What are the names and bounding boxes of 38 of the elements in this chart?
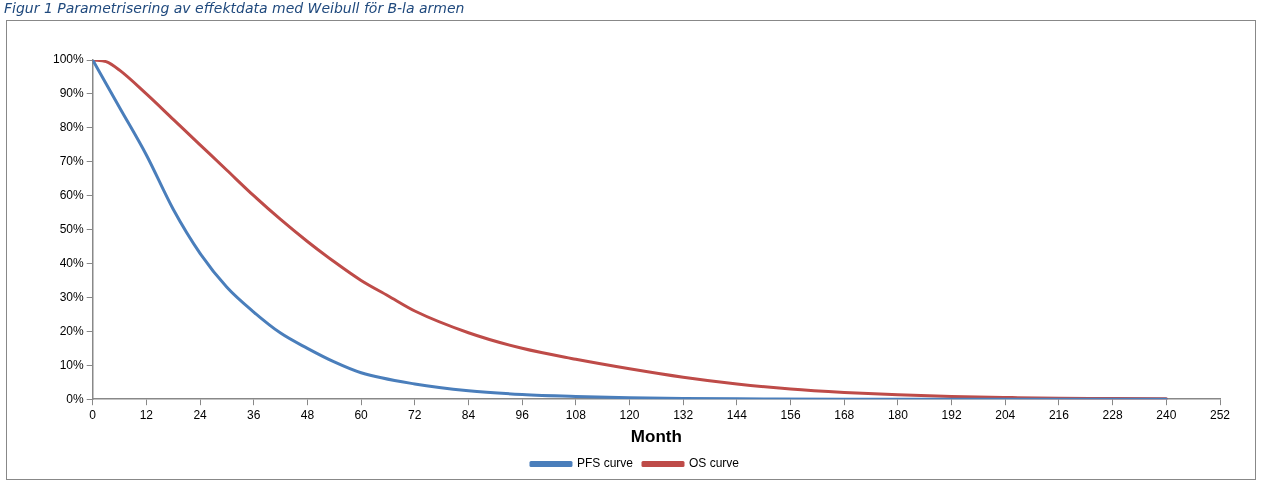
x-tick-label: 132 <box>673 407 694 422</box>
y-tick-label: 0% <box>66 391 85 406</box>
y-tick-label: 20% <box>59 323 85 338</box>
chart-title: Figur 1 Parametrisering av effektdata med Weibull för B-la armen <box>4 0 465 16</box>
x-tick-label: 228 <box>1102 407 1123 422</box>
x-tick-label: 216 <box>1048 407 1070 422</box>
x-axis-title: Month <box>630 427 682 447</box>
x-tick-label: 240 <box>1156 407 1177 422</box>
y-tick-label: 90% <box>59 86 85 101</box>
x-tick-label: 72 <box>408 407 422 422</box>
y-tick-label: 100% <box>52 52 85 67</box>
y-tick-label: 70% <box>59 154 85 169</box>
x-tick-label: 168 <box>834 407 855 422</box>
x-tick-label: 96 <box>515 407 530 422</box>
y-tick-label: 30% <box>59 289 85 304</box>
x-tick-label: 144 <box>726 407 748 422</box>
legend-label: PFS curve <box>576 456 634 471</box>
x-tick-label: 48 <box>300 407 315 422</box>
x-tick-label: 12 <box>139 407 154 422</box>
y-tick-label: 80% <box>59 120 85 135</box>
line-series <box>92 60 1168 400</box>
y-tick-label: 60% <box>59 187 85 202</box>
y-tick-label: 10% <box>59 357 85 372</box>
x-tick-label: 192 <box>941 407 962 422</box>
x-tick-label: 252 <box>1209 407 1231 422</box>
x-tick-label: 204 <box>995 407 1016 422</box>
x-tick-label: 24 <box>193 407 208 422</box>
y-tick-label: 50% <box>59 221 85 236</box>
x-tick-label: 60 <box>354 407 369 422</box>
x-tick-label: 108 <box>565 407 587 422</box>
x-tick-label: 84 <box>461 407 476 422</box>
x-tick-label: 0 <box>89 407 97 422</box>
legend-label: OS curve <box>689 456 740 471</box>
x-tick-label: 180 <box>887 407 909 422</box>
x-tick-label: 36 <box>247 407 261 422</box>
x-tick-label: 156 <box>780 407 801 422</box>
x-tick-label: 120 <box>619 407 640 422</box>
y-tick-label: 40% <box>59 255 85 270</box>
